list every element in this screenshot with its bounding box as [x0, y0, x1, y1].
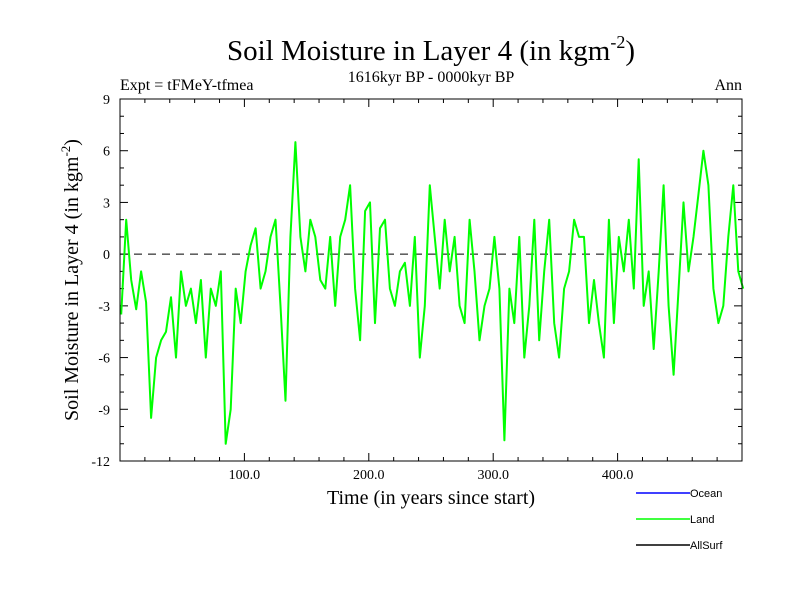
- expt-label: Expt = tFMeY-tfmea: [120, 77, 253, 94]
- x-axis-label: Time (in years since start): [327, 487, 535, 509]
- y-axis-label: Soil Moisture in Layer 4 (in kgm-2): [58, 139, 83, 421]
- legend-label-allsurf: AllSurf: [690, 540, 723, 552]
- x-tick-label: 300.0: [477, 468, 509, 483]
- legend-label-land: Land: [690, 514, 714, 526]
- x-tick-label: 100.0: [229, 468, 261, 483]
- y-tick-label: 9: [103, 93, 110, 108]
- y-tick-label: 3: [103, 196, 110, 211]
- series-line-land: [120, 141, 745, 445]
- x-tick-label: 200.0: [353, 468, 385, 483]
- y-tick-label: -3: [98, 300, 110, 315]
- y-tick-label: 0: [103, 248, 110, 263]
- chart-subtitle: 1616kyr BP - 0000kyr BP: [348, 69, 515, 86]
- x-tick-label: 400.0: [602, 468, 634, 483]
- season-label: Ann: [714, 77, 742, 94]
- legend: Ocean Land AllSurf: [636, 488, 723, 552]
- y-tick-label: 6: [103, 145, 110, 160]
- tick-layer: 100.0 200.0 300.0 400.0 -12 -9 -6 -3 0 3 6 9: [91, 93, 743, 483]
- legend-label-ocean: Ocean: [690, 488, 722, 500]
- y-tick-label: -9: [98, 403, 110, 418]
- plot-frame: [119, 98, 743, 462]
- series-layer: [120, 141, 745, 445]
- chart-title: Soil Moisture in Layer 4 (in kgm-2): [227, 32, 635, 67]
- y-tick-label: -12: [91, 455, 110, 470]
- y-tick-label: -6: [98, 352, 110, 367]
